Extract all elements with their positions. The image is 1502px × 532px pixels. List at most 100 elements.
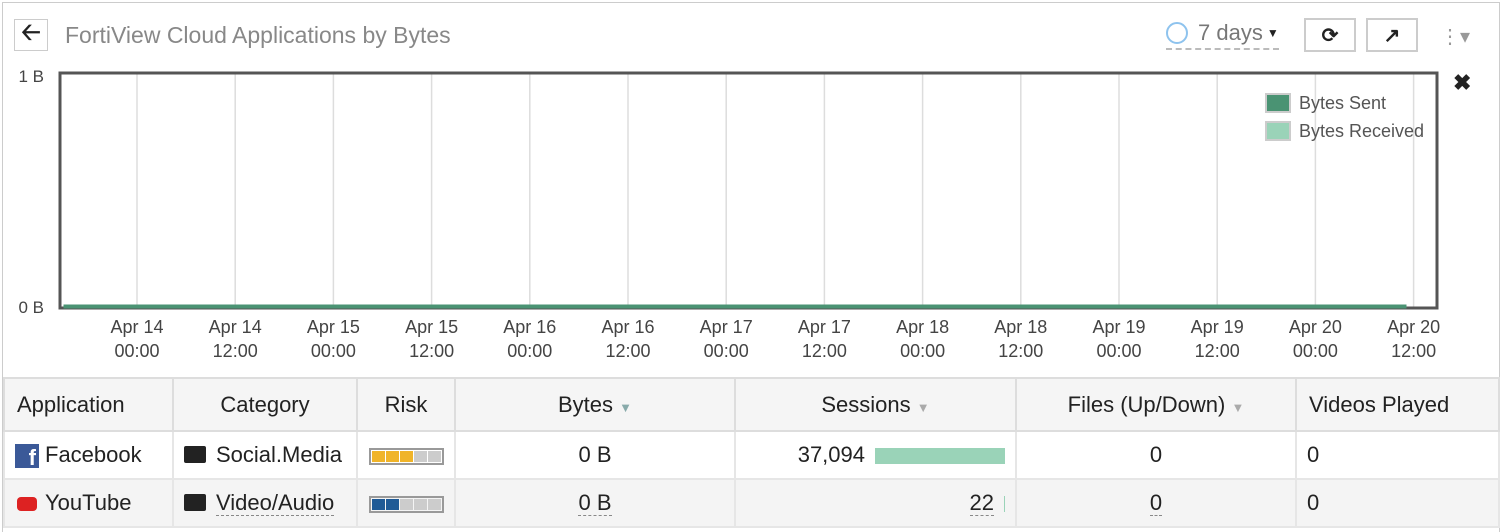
y-tick-label: 0 B: [18, 298, 44, 317]
col-label: Sessions: [821, 391, 911, 417]
table-row[interactable]: f Facebook Social.Media 0 B 37,094 0 0: [3, 430, 1500, 480]
x-tick-label: Apr 16: [601, 317, 654, 337]
caret-down-icon: ▼: [1266, 26, 1279, 40]
risk-meter: [368, 448, 444, 465]
files[interactable]: 0: [1149, 490, 1163, 516]
risk-segment: [371, 451, 385, 462]
risk-segment: [427, 451, 441, 462]
x-tick-label: 00:00: [114, 341, 159, 361]
col-risk[interactable]: Risk: [356, 377, 456, 432]
legend-item[interactable]: Bytes Sent: [1265, 89, 1424, 117]
period-selector[interactable]: 7 days ▼: [1166, 20, 1279, 50]
x-tick-label: 00:00: [704, 341, 749, 361]
youtube-icon: [17, 497, 37, 512]
x-tick-label: 12:00: [1195, 341, 1240, 361]
x-tick-label: Apr 20: [1387, 317, 1440, 337]
period-label: 7 days: [1198, 20, 1263, 45]
x-tick-label: Apr 17: [700, 317, 753, 337]
col-sessions[interactable]: Sessions ▼: [734, 377, 1017, 432]
x-tick-label: 12:00: [409, 341, 454, 361]
sort-icon: ▼: [916, 399, 930, 415]
x-tick-label: 12:00: [998, 341, 1043, 361]
col-videos[interactable]: Videos Played: [1295, 377, 1500, 432]
more-icon: ⋮▾: [1440, 26, 1471, 48]
col-category[interactable]: Category: [172, 377, 358, 432]
col-label: Files (Up/Down): [1067, 391, 1226, 417]
x-tick-label: Apr 19: [1092, 317, 1145, 337]
legend-swatch: [1265, 121, 1291, 141]
x-tick-label: 12:00: [802, 341, 847, 361]
risk-segment: [413, 451, 427, 462]
back-arrow-icon: 🡠: [21, 18, 41, 46]
app-name: YouTube: [45, 490, 132, 515]
risk-segment: [385, 451, 399, 462]
external-link-button[interactable]: ↗: [1366, 18, 1418, 52]
x-tick-label: Apr 18: [994, 317, 1047, 337]
risk-segment: [413, 499, 427, 510]
series-area-bytes-sent: [63, 304, 1407, 309]
clock-icon: [1166, 22, 1188, 44]
sort-icon: ▼: [619, 399, 633, 415]
col-application[interactable]: Application: [3, 377, 174, 432]
x-tick-label: Apr 14: [209, 317, 262, 337]
page-title: FortiView Cloud Applications by Bytes: [65, 22, 451, 48]
sessions[interactable]: 22: [969, 490, 994, 516]
x-tick-label: Apr 14: [110, 317, 163, 337]
x-tick-label: 12:00: [1391, 341, 1436, 361]
applications-table: Application Category Risk Bytes ▼ Sessio…: [3, 377, 1500, 528]
x-tick-label: Apr 17: [798, 317, 851, 337]
col-label: Bytes: [557, 391, 614, 417]
x-tick-label: Apr 19: [1191, 317, 1244, 337]
col-bytes[interactable]: Bytes ▼: [454, 377, 736, 432]
legend-item[interactable]: Bytes Received: [1265, 117, 1424, 145]
category: Social.Media: [216, 442, 342, 467]
refresh-icon: ⟳: [1321, 24, 1339, 47]
plot-area: [58, 71, 1439, 310]
x-tick-label: Apr 15: [307, 317, 360, 337]
x-tick-label: Apr 16: [503, 317, 556, 337]
sessions-bar: [1004, 496, 1005, 513]
x-tick-label: Apr 15: [405, 317, 458, 337]
app-name: Facebook: [45, 441, 142, 467]
legend: Bytes Sent Bytes Received: [1265, 89, 1424, 145]
x-tick-label: Apr 18: [896, 317, 949, 337]
folder-icon: [184, 494, 206, 511]
more-menu-button[interactable]: ⋮▾: [1440, 24, 1470, 49]
y-tick-label: 1 B: [18, 67, 44, 86]
table-row[interactable]: YouTube Video/Audio 0 B 22 0 0: [3, 478, 1500, 528]
sort-icon: ▼: [1231, 399, 1245, 415]
x-tick-label: 00:00: [1293, 341, 1338, 361]
facebook-icon: f: [15, 444, 39, 470]
bytes[interactable]: 0 B: [578, 490, 612, 516]
sessions-bar: [875, 448, 1005, 465]
risk-segment: [385, 499, 399, 510]
chart: Apr 14 00:00 Apr 14 12:00 Apr 15 00:00 Apr 15 1…: [18, 67, 1440, 361]
risk-meter: [368, 496, 444, 513]
x-tick-label: Apr 20: [1289, 317, 1342, 337]
bytes: 0 B: [578, 442, 612, 467]
folder-icon: [184, 446, 206, 463]
x-tick-label: 12:00: [605, 341, 650, 361]
refresh-button[interactable]: ⟳: [1304, 18, 1356, 52]
x-tick-label: 00:00: [900, 341, 945, 361]
category[interactable]: Video/Audio: [216, 490, 335, 516]
risk-segment: [399, 499, 413, 510]
videos: 0: [1307, 442, 1320, 467]
close-icon[interactable]: ✖: [1453, 70, 1472, 95]
videos: 0: [1307, 490, 1320, 515]
legend-swatch: [1265, 93, 1291, 113]
x-tick-label: 12:00: [213, 341, 258, 361]
risk-segment: [371, 499, 385, 510]
col-files[interactable]: Files (Up/Down) ▼: [1015, 377, 1297, 432]
legend-label: Bytes Received: [1299, 121, 1425, 141]
external-link-icon: ↗: [1383, 24, 1401, 47]
back-button[interactable]: 🡠: [14, 19, 48, 51]
x-tick-label: 00:00: [311, 341, 356, 361]
risk-segment: [399, 451, 413, 462]
x-tick-label: 00:00: [507, 341, 552, 361]
x-tick-label: 00:00: [1096, 341, 1141, 361]
files: 0: [1149, 442, 1163, 467]
sessions: 37,094: [797, 442, 865, 467]
risk-segment: [427, 499, 441, 510]
